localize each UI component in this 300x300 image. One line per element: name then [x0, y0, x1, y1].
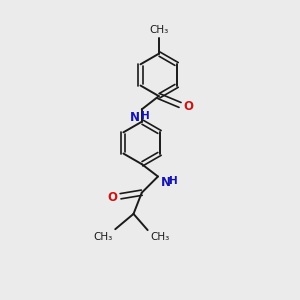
Text: O: O	[107, 191, 117, 204]
Text: CH₃: CH₃	[94, 232, 113, 242]
Text: H: H	[169, 176, 178, 186]
Text: H: H	[141, 110, 150, 121]
Text: CH₃: CH₃	[149, 26, 169, 35]
Text: N: N	[130, 110, 140, 124]
Text: O: O	[184, 100, 194, 113]
Text: N: N	[161, 176, 171, 189]
Text: CH₃: CH₃	[150, 232, 169, 242]
